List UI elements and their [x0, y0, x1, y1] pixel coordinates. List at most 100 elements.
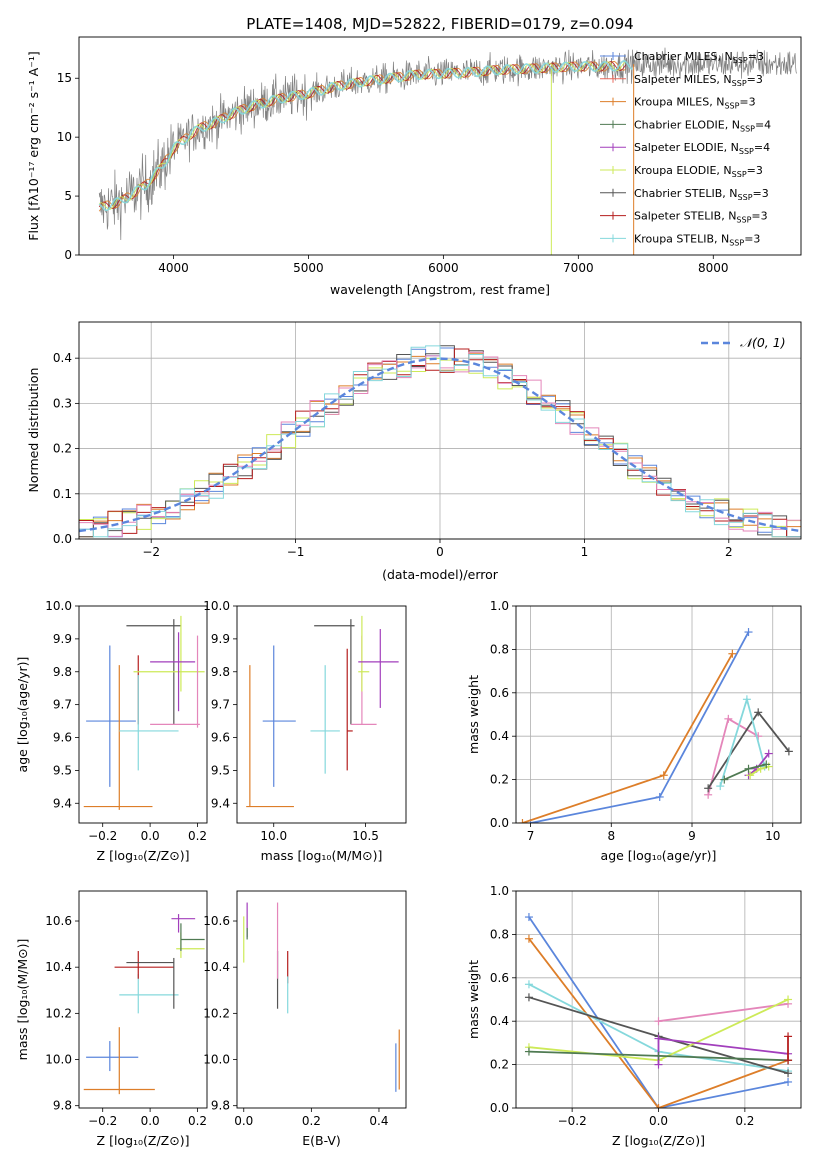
legend-label: Kroupa STELIB, NSSP=3	[634, 232, 760, 247]
legend-label-tail: =3	[739, 96, 755, 109]
weight_vs_age-axes: 7 8 9 10 0.0 0.2 0.4 0.6 0.8 1.0 age [log₁₀(age/yr…	[466, 599, 802, 863]
weight_vs_age-ylabel: mass weight	[466, 675, 481, 754]
weight_vs_age-ytick-label: 0.2	[490, 773, 509, 787]
spectrum-plot-area	[98, 47, 798, 255]
legend-label-text: Kroupa STELIB, N	[634, 232, 729, 245]
mass_vs_Z-ytick-label: 10.0	[45, 1053, 72, 1067]
residuals-xtick-label: −2	[142, 545, 160, 559]
age_vs_Z-ytick-label: 9.7	[53, 698, 72, 712]
age_vs_mass-xtick-label: 10.0	[260, 829, 287, 843]
weight-series-line	[528, 938, 789, 1108]
legend-label-text: Salpeter STELIB, N	[634, 210, 736, 223]
age_vs_Z-ytick-label: 10.0	[45, 599, 72, 613]
mass_vs_ebv-xlabel: E(B-V)	[302, 1133, 341, 1148]
weight_vs_age-ytick-label: 0.6	[490, 686, 509, 700]
spectrum-ytick-label: 10	[57, 130, 72, 144]
mass_vs_Z-xtick-label: 0.0	[141, 1114, 160, 1128]
age_vs_mass-axes: 10.0 10.5 9.4 9.5 9.6 9.7 9.8 9.9 10.0 mass [log₁…	[203, 599, 407, 863]
spectrum-xlabel: wavelength [Angstrom, rest frame]	[330, 282, 550, 297]
age_vs_Z-ytick-label: 9.8	[53, 665, 72, 679]
legend-label: 𝒩(0, 1)	[740, 335, 786, 350]
weight_vs_Z-ytick-label: 0.4	[490, 1014, 509, 1028]
spectrum-xtick-label: 4000	[158, 261, 189, 275]
mass_vs_ebv-ytick-label: 10.0	[203, 1053, 230, 1067]
age_vs_Z-ylabel: age [log₁₀(age/yr)]	[15, 657, 30, 773]
spectrum-model-line	[98, 60, 626, 212]
mass_vs_ebv-xtick-label: 0.4	[369, 1114, 388, 1128]
legend-label-sub: SSP	[736, 216, 751, 225]
legend-label-tail: =3	[751, 210, 767, 223]
legend-label: Kroupa ELODIE, NSSP=3	[634, 164, 763, 179]
age_vs_mass-ytick-label: 10.0	[203, 599, 230, 613]
residuals-legend: 𝒩(0, 1)	[701, 335, 786, 350]
age_vs_mass-ytick-label: 9.7	[211, 698, 230, 712]
age_vs_mass-xlabel: mass [log₁₀(M/M⊙)]	[261, 848, 383, 863]
spectrum-ytick-label: 15	[57, 71, 72, 85]
mass_vs_Z-ytick-label: 10.4	[45, 960, 72, 974]
legend-label-tail: =3	[747, 73, 763, 86]
age_vs_mass-plot-area	[246, 615, 399, 808]
mass_vs_ebv-xtick-label: 0.0	[234, 1114, 253, 1128]
age_vs_Z-xtick-label: 0.0	[141, 829, 160, 843]
weight-series-line	[522, 653, 734, 823]
spectrum-ytick-label: 0	[64, 248, 72, 262]
spectrum-ylabel: Flux [fλ10⁻¹⁷ erg cm⁻² s⁻¹ A⁻¹]	[26, 51, 41, 240]
residuals-xlabel: (data-model)/error	[382, 567, 499, 582]
weight_vs_Z-xtick-label: −0.2	[558, 1114, 587, 1128]
legend-label: Chabrier MILES, NSSP=3	[634, 50, 764, 65]
weight_vs_age-ytick-label: 0.8	[490, 642, 509, 656]
spectrum-xtick-label: 5000	[293, 261, 324, 275]
weight_vs_Z-frame	[515, 890, 802, 1109]
residuals-ylabel: Normed distribution	[26, 368, 41, 493]
legend-label: Salpeter STELIB, NSSP=3	[634, 210, 768, 225]
weight_vs_Z-xtick-label: 0.0	[649, 1114, 668, 1128]
legend-label-text: Chabrier ELODIE, N	[634, 118, 740, 131]
legend-label-tail: =3	[744, 232, 760, 245]
weight_vs_Z-xtick-label: 0.2	[735, 1114, 754, 1128]
residuals-ytick-label: 0.0	[53, 532, 72, 546]
age_vs_Z-ytick-label: 9.6	[53, 731, 72, 745]
weight_vs_Z-plot-area	[524, 913, 793, 1108]
legend-label-text: Salpeter ELODIE, N	[634, 141, 739, 154]
legend-label: Salpeter MILES, NSSP=3	[634, 73, 763, 88]
mass_vs_Z-xlabel: Z [log₁₀(Z/Z⊙)]	[97, 1133, 190, 1148]
legend-label-text: Salpeter MILES, N	[634, 73, 732, 86]
spectrum-xtick-label: 8000	[698, 261, 729, 275]
weight_vs_Z-axes: −0.2 0.0 0.2 0.0 0.2 0.4 0.6 0.8 1.0 Z [log₁₀(Z/Z…	[466, 884, 802, 1148]
age_vs_mass-ytick-label: 9.5	[211, 763, 230, 777]
mass_vs_ebv-xtick-label: 0.2	[302, 1114, 321, 1128]
legend-label: Chabrier ELODIE, NSSP=4	[634, 118, 771, 133]
weight_vs_age-ytick-label: 1.0	[490, 599, 509, 613]
spectrum-axes: 4000 5000 6000 7000 8000 0 5 10 15 Flux [fλ10⁻¹⁷ …	[26, 36, 802, 275]
age_vs_Z-xlabel: Z [log₁₀(Z/Z⊙)]	[97, 848, 190, 863]
mass_vs_Z-plot-area	[83, 914, 205, 1095]
legend-label-tail: =3	[748, 50, 764, 63]
weight_vs_age-xtick-label: 8	[607, 829, 615, 843]
mass_vs_Z-xtick-label: 0.2	[188, 1114, 207, 1128]
legend-label-sub: SSP	[740, 124, 755, 133]
age_vs_mass-ytick-label: 9.9	[211, 632, 230, 646]
mass_vs_Z-ytick-label: 9.8	[53, 1099, 72, 1113]
residuals-plot-area	[79, 345, 801, 538]
spectrum-frame	[78, 36, 802, 256]
spectrum-title: PLATE=1408, MJD=52822, FIBERID=0179, z=0…	[246, 15, 633, 33]
legend-label-tail: =4	[755, 118, 771, 131]
mass_vs_ebv-ytick-label: 10.2	[203, 1006, 230, 1020]
age_vs_Z-plot-area	[83, 615, 205, 810]
weight_vs_Z-ytick-label: 0.2	[490, 1058, 509, 1072]
weight_vs_age-ytick-label: 0.0	[490, 816, 509, 830]
legend-label-tail: =3	[747, 164, 763, 177]
gaussian-reference-line	[79, 357, 801, 533]
legend-label-text: Kroupa ELODIE, N	[634, 164, 732, 177]
age_vs_mass-frame	[236, 605, 407, 824]
age_vs_Z-axes: −0.2 0.0 0.2 9.4 9.5 9.6 9.7 9.8 9.9 10.0 Z [log₁₀…	[15, 599, 208, 863]
weight_vs_Z-ytick-label: 0.8	[490, 927, 509, 941]
weight-series-line	[530, 631, 750, 823]
mass_vs_Z-ytick-label: 10.2	[45, 1006, 72, 1020]
spectrum-ytick-label: 5	[64, 189, 72, 203]
residuals-ytick-label: 0.1	[53, 487, 72, 501]
weight_vs_Z-ylabel: mass weight	[466, 960, 481, 1039]
weight_vs_Z-ytick-label: 0.6	[490, 971, 509, 985]
mass_vs_ebv-axes: 0.0 0.2 0.4 9.8 10.0 10.2 10.4 10.6 E(B-V)	[203, 890, 407, 1148]
